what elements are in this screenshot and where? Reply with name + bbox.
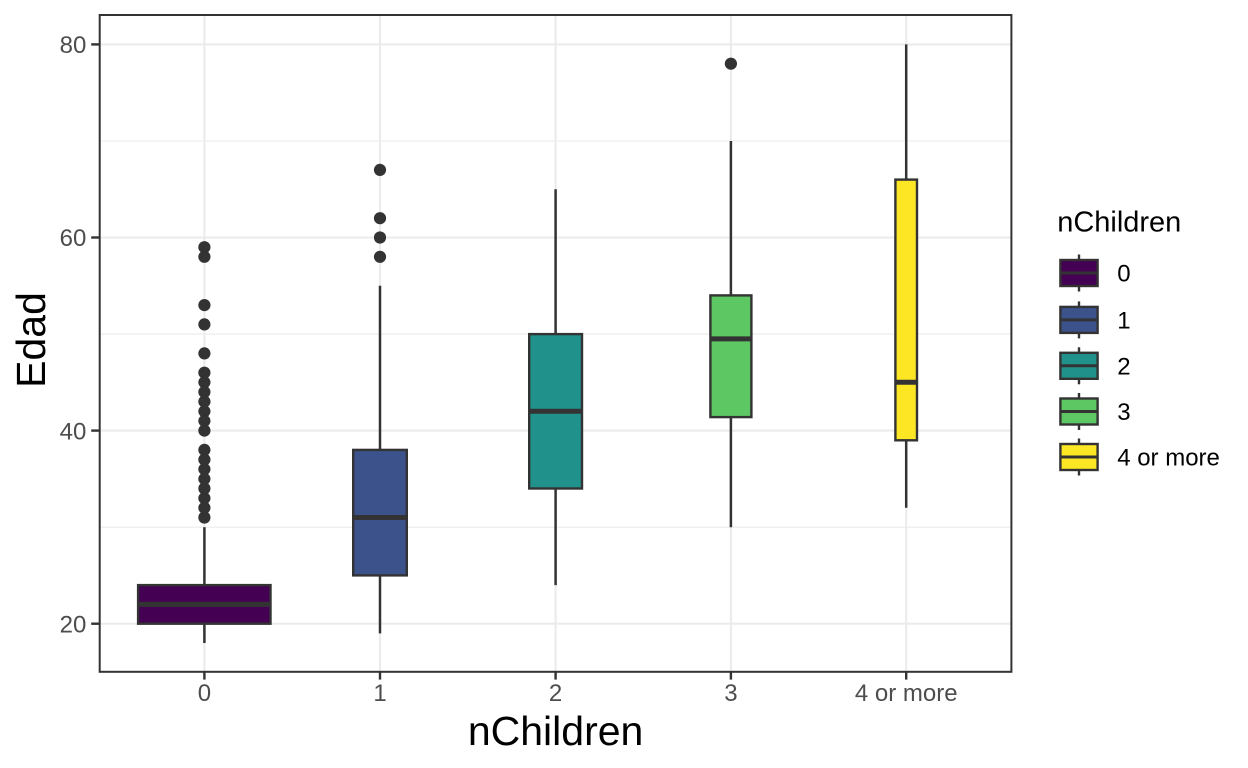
svg-text:2: 2 [549,680,562,707]
svg-text:2: 2 [1117,354,1130,381]
svg-text:60: 60 [60,225,87,252]
svg-text:20: 20 [60,611,87,638]
svg-text:4 or more: 4 or more [1117,445,1220,472]
svg-text:Edad: Edad [8,292,54,388]
svg-text:3: 3 [724,680,737,707]
svg-text:nChildren: nChildren [468,708,644,754]
svg-text:nChildren: nChildren [1057,207,1181,239]
svg-text:1: 1 [373,680,386,707]
svg-text:3: 3 [1117,399,1130,426]
svg-text:80: 80 [60,32,87,59]
svg-text:1: 1 [1117,308,1130,335]
svg-text:0: 0 [198,680,211,707]
svg-text:0: 0 [1117,261,1130,288]
svg-text:40: 40 [60,418,87,445]
svg-text:4 or more: 4 or more [855,680,958,707]
